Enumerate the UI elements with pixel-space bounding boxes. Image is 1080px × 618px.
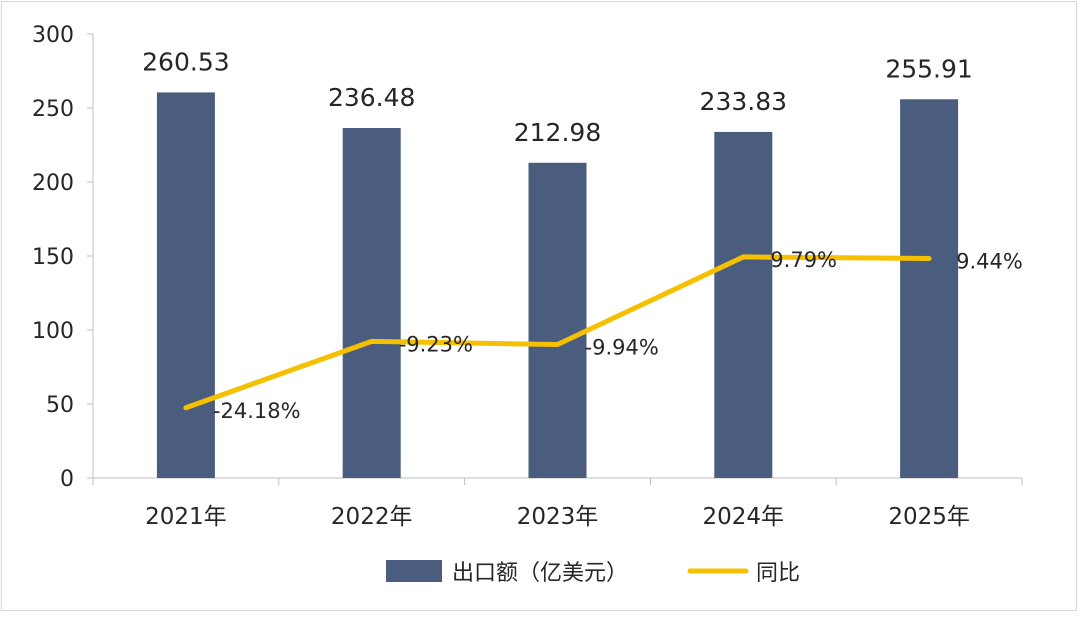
- chart-frame: [1, 1, 1077, 611]
